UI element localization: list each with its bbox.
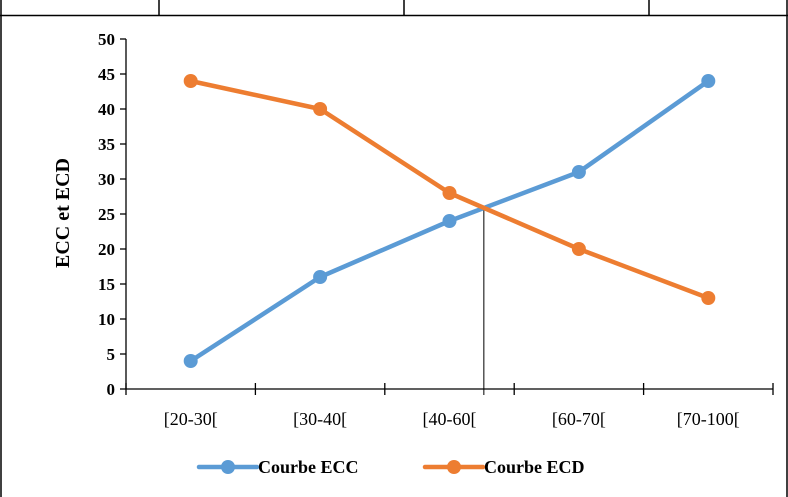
legend-label: Courbe ECC [258, 457, 359, 477]
data-point [313, 102, 327, 116]
data-point [701, 291, 715, 305]
y-axis-title: ECC et ECD [52, 158, 74, 268]
legend-swatch-marker [221, 460, 235, 474]
data-point [184, 354, 198, 368]
legend-label: Courbe ECD [484, 457, 585, 477]
x-tick-label: [60-70[ [552, 409, 606, 429]
data-point [572, 165, 586, 179]
y-axis: 0 5 10 15 20 25 30 35 40 45 50 [98, 30, 126, 399]
y-tick-label: 20 [98, 240, 115, 259]
y-tick-label: 45 [98, 65, 115, 84]
y-tick-label: 40 [98, 100, 115, 119]
data-point [572, 242, 586, 256]
y-tick-label: 0 [107, 380, 116, 399]
y-tick-label: 25 [98, 205, 115, 224]
y-tick-label: 30 [98, 170, 115, 189]
data-point [701, 74, 715, 88]
data-point [313, 270, 327, 284]
y-tick-label: 5 [107, 345, 116, 364]
series-group [184, 74, 716, 368]
y-tick-label: 15 [98, 275, 115, 294]
data-point [443, 214, 457, 228]
x-tick-label: [20-30[ [164, 409, 218, 429]
x-axis: [20-30[ [30-40[ [40-60[ [60-70[ [70-100[ [126, 383, 773, 429]
y-tick-label: 35 [98, 135, 115, 154]
x-tick-label: [30-40[ [293, 409, 347, 429]
data-point [443, 186, 457, 200]
x-tick-label: [40-60[ [423, 409, 477, 429]
y-tick-label: 50 [98, 30, 115, 49]
legend-swatch-marker [447, 460, 461, 474]
y-tick-label: 10 [98, 310, 115, 329]
x-tick-label: [70-100[ [677, 409, 740, 429]
data-point [184, 74, 198, 88]
legend: Courbe ECC Courbe ECD [199, 457, 585, 477]
